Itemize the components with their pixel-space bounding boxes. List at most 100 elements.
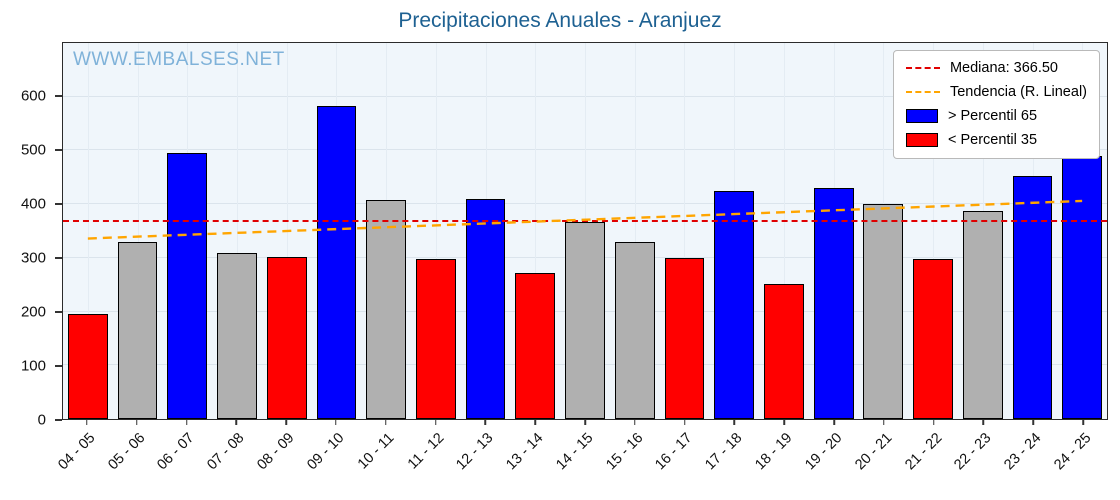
y-axis: 0 100 200 300 400 500 600 xyxy=(0,42,62,429)
bar-slot xyxy=(759,43,809,419)
x-tick-label: 11 - 12 xyxy=(404,430,447,473)
legend-item-below: < Percentil 35 xyxy=(905,132,1087,148)
x-tick-mark xyxy=(235,420,238,425)
x-tick-label: 14 - 15 xyxy=(553,430,597,474)
x-tick-label: 19 - 20 xyxy=(802,430,846,474)
bar xyxy=(813,188,854,419)
x-tick-label: 17 - 18 xyxy=(702,430,746,474)
y-tick-mark xyxy=(55,365,62,367)
x-tick-label: 06 - 07 xyxy=(154,430,198,474)
x-tick-label: 22 - 23 xyxy=(951,430,995,474)
bar-slot xyxy=(361,43,411,419)
bar-slot xyxy=(411,43,461,419)
bar-slot xyxy=(660,43,710,419)
bar-slot xyxy=(809,43,859,419)
x-tick-mark xyxy=(534,420,536,425)
legend-label-below: < Percentil 35 xyxy=(947,132,1038,148)
bar-slot xyxy=(162,43,212,419)
x-tick-label: 16 - 17 xyxy=(652,430,696,474)
bar xyxy=(1062,155,1103,419)
legend-label-trend: Tendencia (R. Lineal) xyxy=(949,84,1087,100)
x-tick-mark xyxy=(434,420,437,425)
legend-item-median: Mediana: 366.50 xyxy=(905,60,1087,76)
bar-slot xyxy=(560,43,610,419)
y-tick-mark xyxy=(55,257,62,259)
y-tick-label: 100 xyxy=(20,357,46,375)
legend: Mediana: 366.50 Tendencia (R. Lineal) > … xyxy=(892,50,1100,159)
trend-line-sample xyxy=(905,91,940,93)
x-tick-label: 21 - 22 xyxy=(901,430,945,474)
legend-label-median: Mediana: 366.50 xyxy=(949,60,1058,76)
legend-item-trend: Tendencia (R. Lineal) xyxy=(905,84,1087,100)
x-tick-mark xyxy=(833,420,835,425)
x-tick-label: 08 - 09 xyxy=(254,430,298,474)
y-tick-label: 400 xyxy=(20,195,46,213)
x-tick-mark xyxy=(135,420,138,425)
x-tick-mark xyxy=(982,420,985,425)
bar-slot xyxy=(212,43,262,419)
x-tick-mark xyxy=(484,420,487,425)
y-tick-label: 600 xyxy=(20,87,46,105)
chart-title: Precipitaciones Anuales - Aranjuez xyxy=(398,9,722,32)
x-tick-mark xyxy=(783,420,785,425)
bar xyxy=(863,204,904,419)
x-tick-mark xyxy=(584,420,586,425)
y-tick-label: 0 xyxy=(37,411,46,429)
plot-area: WWW.EMBALSES.NET Mediana: 366.50 Tendenc… xyxy=(62,42,1108,420)
bar xyxy=(1012,175,1053,419)
bar xyxy=(515,273,556,419)
bar-slot xyxy=(262,43,312,419)
bar xyxy=(614,241,655,419)
bar xyxy=(366,199,407,419)
x-tick-mark xyxy=(385,420,387,425)
bar xyxy=(962,210,1003,419)
x-tick-mark xyxy=(683,420,686,425)
x-tick-mark xyxy=(185,420,188,425)
bar xyxy=(316,105,357,419)
bar xyxy=(416,259,456,419)
x-tick-label: 15 - 16 xyxy=(602,430,647,474)
bar xyxy=(117,241,158,419)
bar xyxy=(913,259,953,419)
bar xyxy=(764,283,804,419)
bar xyxy=(217,252,257,419)
y-tick-mark xyxy=(55,311,62,313)
bar xyxy=(266,256,307,419)
bar xyxy=(167,153,208,419)
x-tick-label: 23 - 24 xyxy=(1001,430,1045,474)
y-tick-label: 200 xyxy=(20,303,46,321)
bar-slot xyxy=(510,43,560,419)
median-line xyxy=(63,220,1107,223)
x-tick-mark xyxy=(634,420,636,425)
x-tick-label: 13 - 14 xyxy=(503,430,547,474)
legend-label-above: > Percentil 65 xyxy=(947,108,1038,124)
x-tick-label: 24 - 25 xyxy=(1051,430,1095,474)
above-swatch xyxy=(905,109,938,123)
x-tick-mark xyxy=(1032,420,1035,425)
x-tick-mark xyxy=(932,420,935,425)
bar-slot xyxy=(908,43,958,419)
bar xyxy=(714,190,755,419)
x-tick-mark xyxy=(86,420,88,425)
bar-slot xyxy=(461,43,511,419)
bar-slot xyxy=(610,43,660,419)
x-tick-label: 10 - 11 xyxy=(354,430,398,473)
x-tick-mark xyxy=(285,420,287,425)
bar-slot xyxy=(709,43,759,419)
bar xyxy=(465,198,506,419)
x-tick-label: 04 - 05 xyxy=(54,430,99,474)
bar-slot xyxy=(859,43,909,419)
legend-item-above: > Percentil 65 xyxy=(905,108,1087,124)
gridline xyxy=(63,95,1107,97)
bar xyxy=(565,221,605,419)
x-tick-label: 07 - 08 xyxy=(204,430,248,474)
watermark: WWW.EMBALSES.NET xyxy=(73,49,285,70)
y-tick-label: 500 xyxy=(20,141,46,159)
y-tick-mark xyxy=(55,203,62,205)
x-tick-mark xyxy=(733,420,736,425)
bar-slot xyxy=(113,43,163,419)
x-tick-label: 20 - 21 xyxy=(851,430,896,474)
median-line-sample xyxy=(905,67,940,69)
y-tick-label: 300 xyxy=(20,249,46,267)
